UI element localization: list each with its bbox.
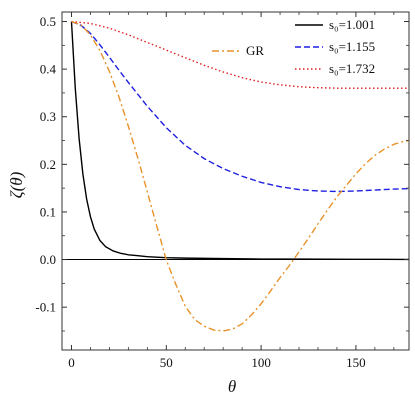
legend-label-gr: GR [246, 43, 264, 58]
x-tick-label: 0 [68, 355, 75, 370]
x-tick-label: 100 [251, 355, 271, 370]
legend: s₀=1.001 s₀=1.155 s₀=1.732 GR [212, 17, 375, 76]
y-tick-label: 0.3 [40, 109, 56, 124]
plot-border [61, 11, 410, 351]
series-line-4 [71, 20, 410, 332]
series-line-2 [71, 20, 410, 193]
x-tick-label: 50 [160, 355, 173, 370]
plot-frame [61, 11, 410, 351]
legend-label-1: s₀=1.001 [329, 17, 375, 32]
ticks-layer: 0 50 100 150 -0.1 0.0 0.1 0.2 0.3 0.4 0.5 [35, 12, 409, 370]
y-tick-label: 0.5 [40, 14, 56, 29]
series-layer [70, 20, 410, 332]
x-axis-title: θ [228, 377, 236, 396]
series-line-3 [71, 20, 409, 89]
y-tick-label: 0.0 [40, 252, 56, 267]
y-tick-label: 0.4 [40, 62, 57, 77]
series-line-1 [70, 21, 410, 261]
y-axis-title: ζ(θ) [7, 171, 26, 198]
y-tick-label: 0.2 [40, 157, 56, 172]
y-tick-label: 0.1 [40, 204, 56, 219]
x-tick-label: 150 [346, 355, 366, 370]
legend-label-2: s₀=1.155 [329, 39, 375, 54]
y-tick-label: -0.1 [35, 300, 56, 315]
legend-label-3: s₀=1.732 [329, 61, 375, 76]
